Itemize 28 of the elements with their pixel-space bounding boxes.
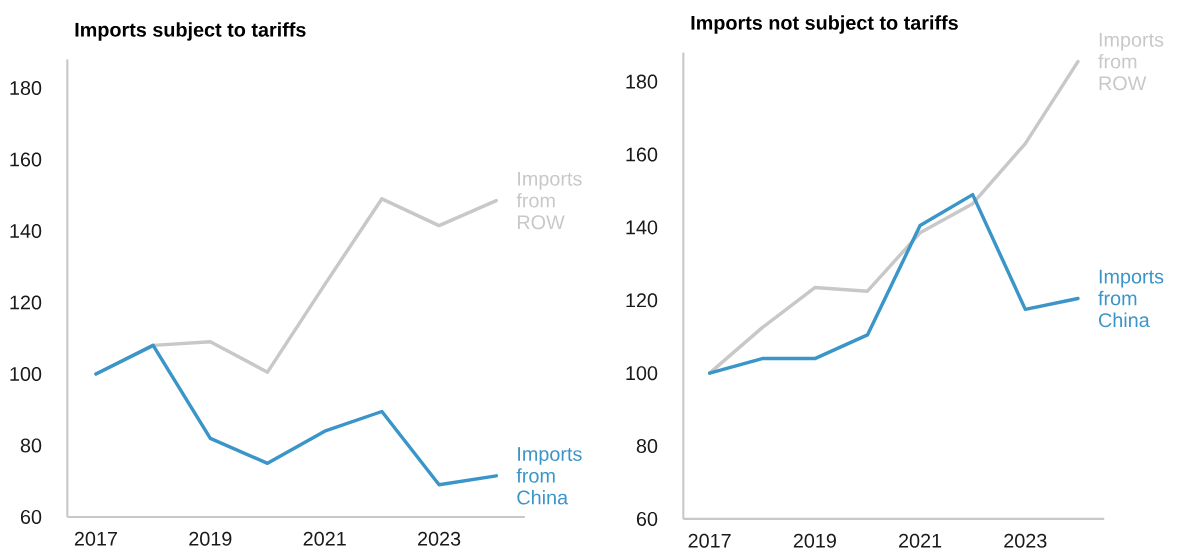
y-tick-label: 160	[10, 152, 42, 167]
series-label: Imports from China	[1098, 270, 1164, 328]
y-tick-label: 120	[10, 295, 42, 310]
chart-title: Imports subject to tariffs	[75, 22, 306, 41]
y-tick-label: 180	[626, 74, 658, 89]
y-tick-label: 80	[636, 439, 658, 454]
x-tick-label: 2023	[1004, 533, 1047, 548]
y-tick-label: 160	[626, 147, 658, 162]
x-tick-label: 2017	[74, 531, 117, 546]
y-tick-label: 140	[10, 224, 42, 239]
chart-title: Imports not subject to tariffs	[691, 15, 958, 34]
x-tick-label: 2019	[793, 533, 836, 548]
y-tick-label: 60	[20, 510, 42, 525]
series-label: Imports from China	[516, 447, 582, 505]
x-tick-label: 2019	[189, 531, 232, 546]
y-tick-label: 60	[636, 512, 658, 527]
y-tick-label: 100	[626, 366, 658, 381]
y-tick-label: 180	[10, 81, 42, 96]
x-tick-label: 2021	[899, 533, 942, 548]
x-tick-label: 2021	[303, 531, 346, 546]
y-tick-label: 80	[20, 438, 42, 453]
y-tick-label: 140	[626, 220, 658, 235]
x-tick-label: 2017	[688, 533, 731, 548]
y-tick-label: 120	[626, 293, 658, 308]
line-series	[94, 343, 498, 487]
y-tick-label: 100	[10, 367, 42, 382]
line-series	[707, 193, 1080, 376]
x-tick-label: 2023	[418, 531, 461, 546]
